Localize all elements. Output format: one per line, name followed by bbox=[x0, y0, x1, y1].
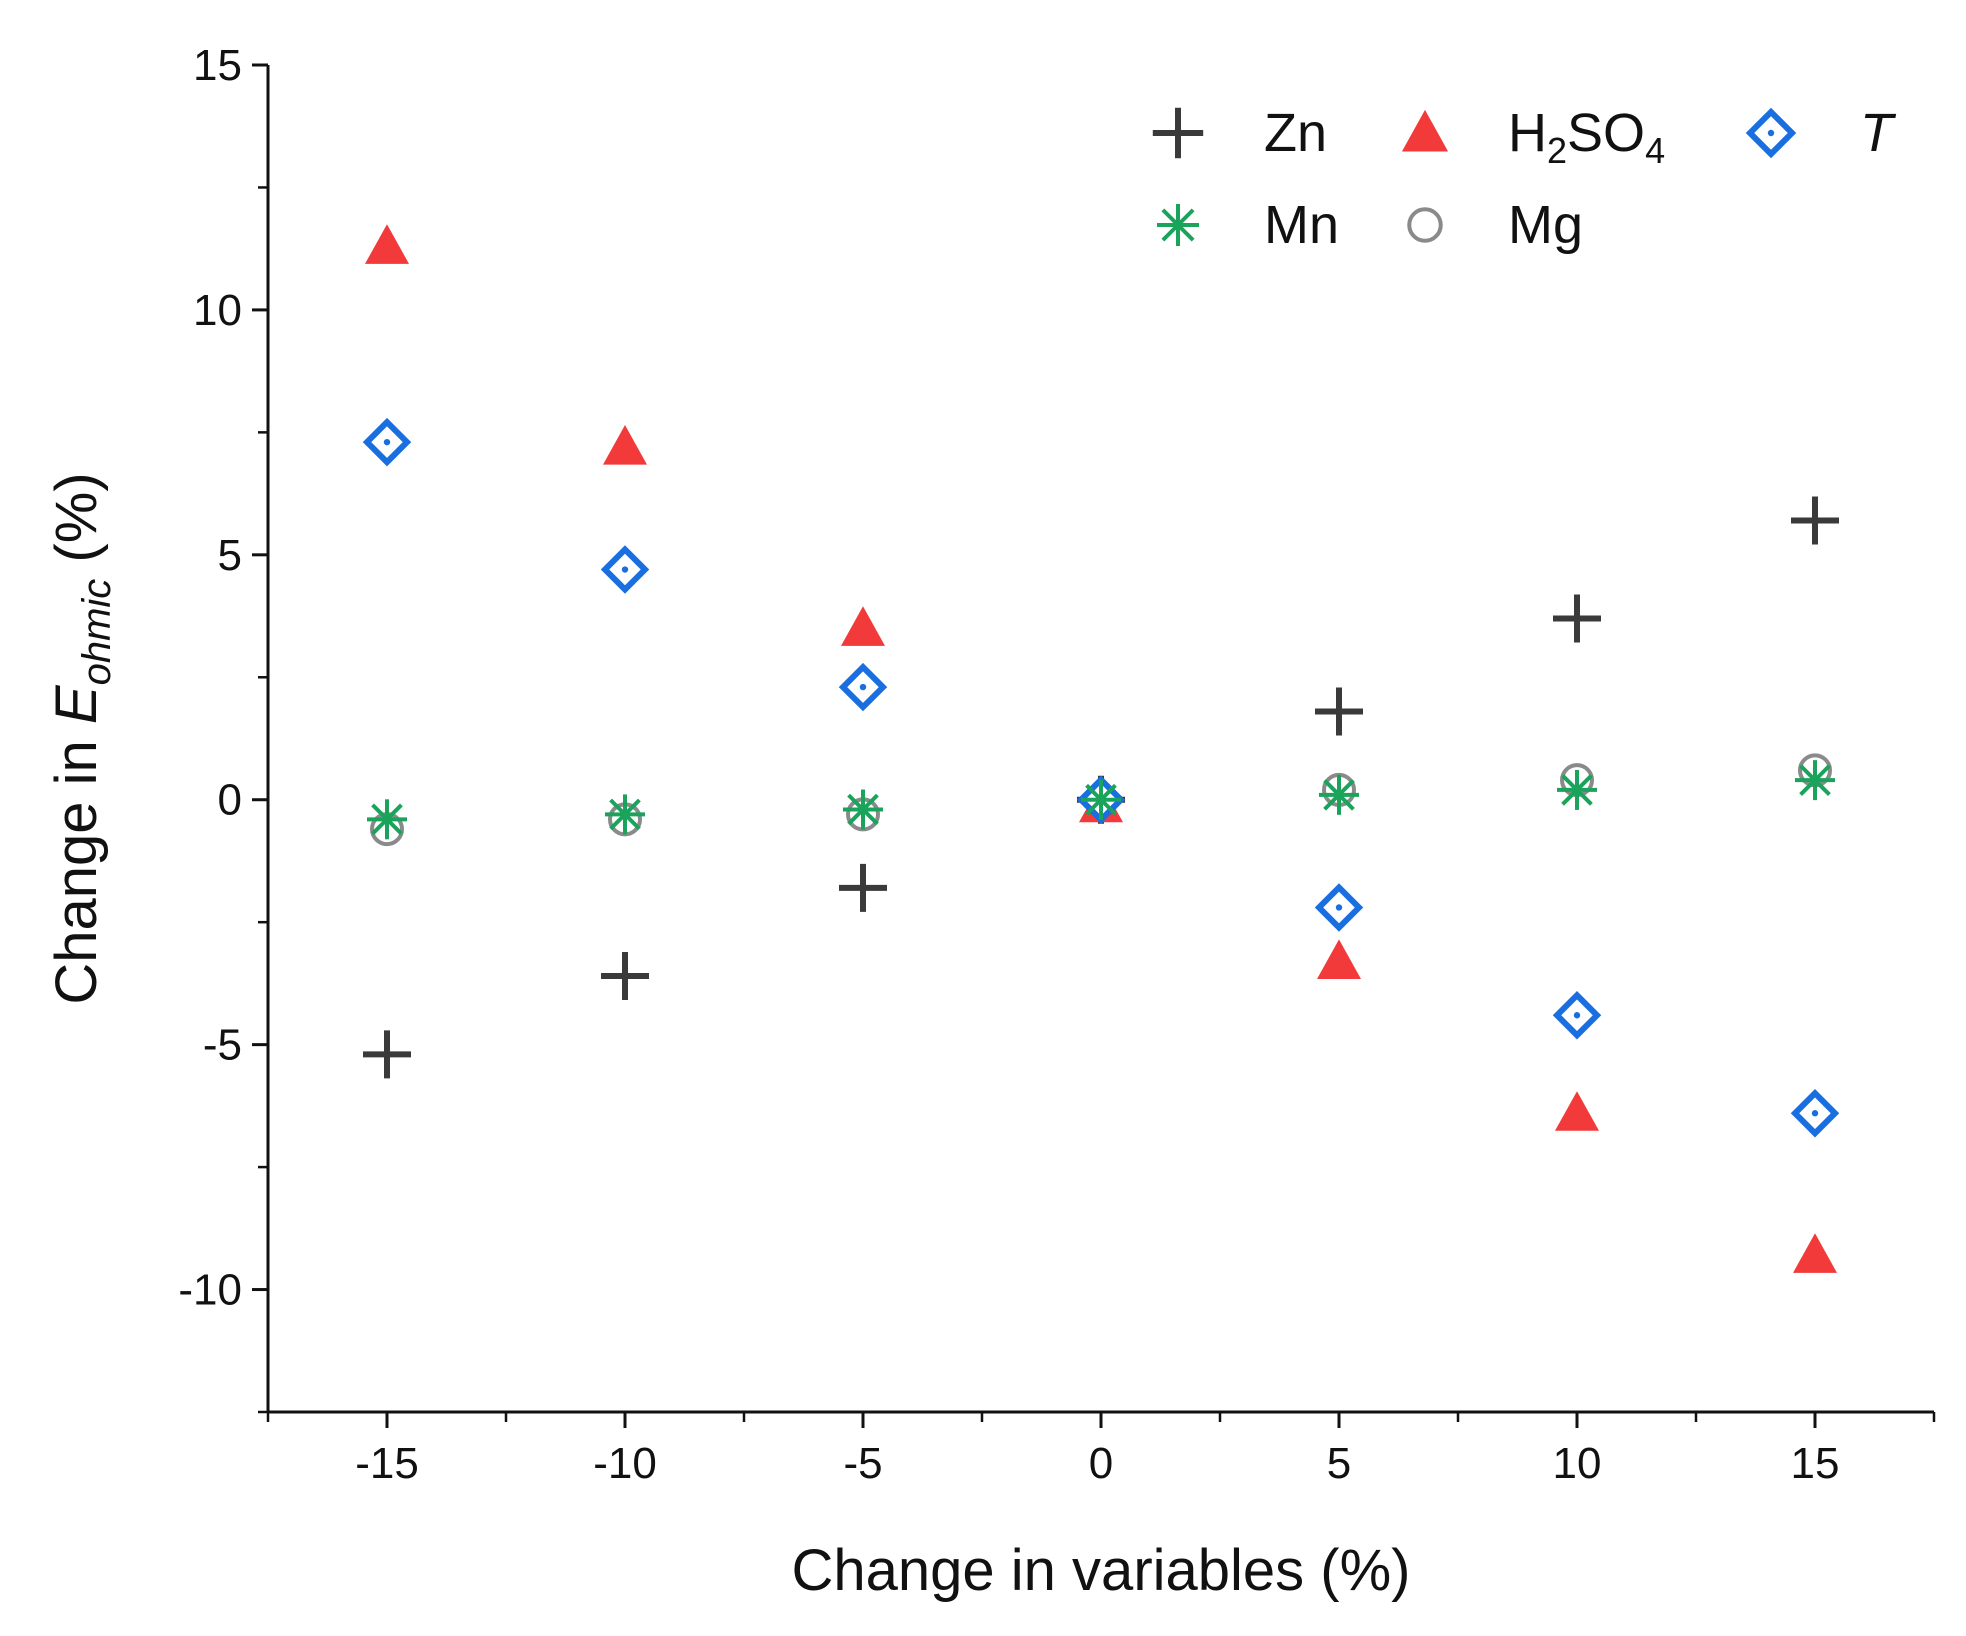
legend-label-t: T bbox=[1860, 103, 1897, 163]
point-zn bbox=[839, 863, 887, 912]
legend-marker-mg bbox=[1407, 207, 1443, 243]
x-tick-label: 15 bbox=[1791, 1439, 1840, 1488]
point-mn bbox=[1557, 769, 1597, 810]
point-zn bbox=[601, 952, 649, 1001]
x-tick-label: 0 bbox=[1089, 1439, 1113, 1488]
legend-item-zn: Zn bbox=[1152, 103, 1327, 163]
legend-label-zn: Zn bbox=[1264, 103, 1327, 163]
y-tick-label: 5 bbox=[218, 531, 242, 580]
point-zn bbox=[363, 1030, 411, 1079]
point-mn bbox=[367, 799, 407, 840]
legend-label-mg: Mg bbox=[1508, 195, 1583, 255]
series-mn bbox=[367, 760, 1835, 840]
y-tick-label: -5 bbox=[203, 1021, 242, 1070]
point-h2so4 bbox=[365, 224, 409, 264]
point-h2so4 bbox=[1555, 1091, 1599, 1131]
point-t bbox=[600, 545, 650, 594]
legend-item-mg: Mg bbox=[1407, 195, 1583, 255]
point-t bbox=[1314, 883, 1364, 932]
legend: Zn H2SO4 T Mn Mg bbox=[1152, 103, 1897, 255]
x-tick-label: 5 bbox=[1327, 1439, 1351, 1488]
point-zn bbox=[1791, 496, 1839, 545]
x-tick-label: 10 bbox=[1553, 1439, 1602, 1488]
point-mn bbox=[1319, 774, 1359, 815]
point-t bbox=[838, 662, 888, 712]
point-t bbox=[362, 417, 412, 467]
y-tick-label: -10 bbox=[178, 1266, 242, 1315]
legend-marker-h2so4 bbox=[1401, 109, 1449, 152]
point-h2so4 bbox=[841, 606, 885, 646]
data-marks bbox=[362, 224, 1840, 1273]
point-zn bbox=[1553, 594, 1601, 643]
legend-item-mn: Mn bbox=[1157, 195, 1339, 255]
point-t bbox=[1790, 1088, 1840, 1138]
y-axis-title: Change in Eohmic (%) bbox=[44, 472, 119, 1004]
point-h2so4 bbox=[603, 425, 647, 465]
point-t bbox=[1552, 991, 1602, 1040]
x-tick-label: -10 bbox=[593, 1439, 657, 1488]
point-zn bbox=[1315, 687, 1363, 736]
point-mn bbox=[605, 794, 645, 835]
y-tick-label: 15 bbox=[193, 41, 242, 90]
y-tick-label: 0 bbox=[218, 776, 242, 825]
point-mn bbox=[1081, 779, 1121, 820]
x-tick-label: -15 bbox=[355, 1439, 419, 1488]
legend-item-t: T bbox=[1745, 103, 1897, 163]
point-h2so4 bbox=[1793, 1233, 1837, 1273]
legend-marker-mn bbox=[1157, 204, 1199, 246]
x-axis-title: Change in variables (%) bbox=[792, 1538, 1411, 1603]
series-h2so4 bbox=[365, 224, 1837, 1273]
legend-item-h2so4: H2SO4 bbox=[1401, 103, 1665, 171]
point-mn bbox=[1795, 760, 1835, 801]
x-tick-label: -5 bbox=[843, 1439, 882, 1488]
point-mn bbox=[843, 789, 883, 830]
legend-marker-t bbox=[1745, 107, 1797, 159]
axes: -15 -10 -5 0 5 10 15 -10 -5 0 5 10 15 bbox=[178, 41, 1936, 1488]
legend-label-h2so4: H2SO4 bbox=[1508, 103, 1665, 171]
point-h2so4 bbox=[1317, 939, 1361, 979]
legend-label-mn: Mn bbox=[1264, 195, 1339, 255]
series-t bbox=[362, 417, 1840, 1138]
legend-marker-zn bbox=[1152, 107, 1204, 159]
y-tick-label: 10 bbox=[193, 286, 242, 335]
